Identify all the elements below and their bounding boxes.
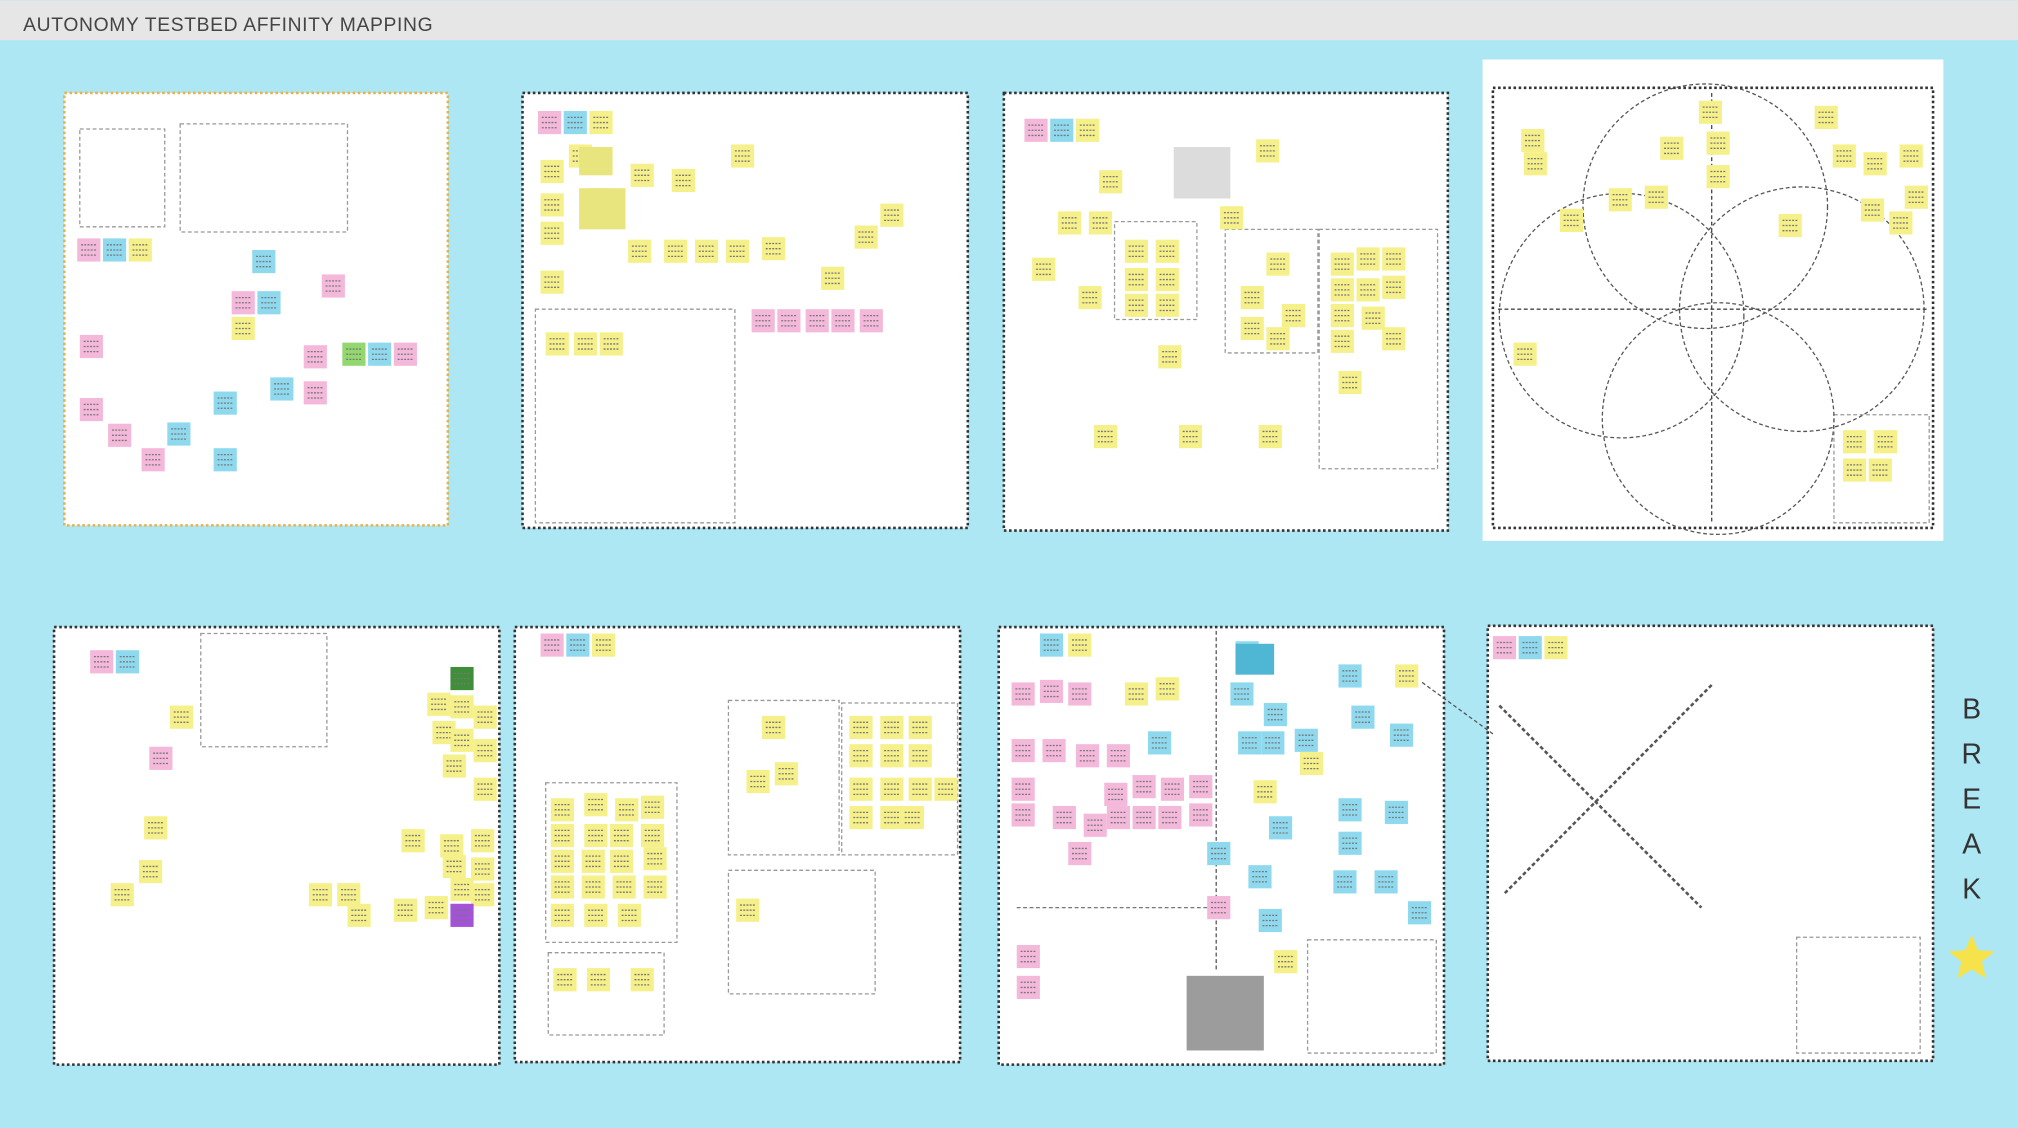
break-letter: A (1962, 828, 1981, 860)
group-box (1833, 414, 1930, 524)
break-letter: B (1962, 692, 1981, 724)
frame[interactable] (1486, 624, 1935, 1063)
group-box (841, 702, 959, 856)
venn-circle (1582, 83, 1829, 330)
sticky-notes (77, 100, 1928, 1051)
group-box (1318, 228, 1439, 470)
sticky-note[interactable] (1173, 147, 1231, 199)
group-box (1795, 936, 1921, 1054)
header-bar (0, 0, 2018, 41)
break-letter: E (1962, 783, 1981, 815)
group-box (79, 128, 166, 228)
group-box (179, 123, 349, 233)
break-letter: R (1961, 737, 1981, 769)
group-box (727, 699, 840, 856)
cross-line (1498, 704, 1703, 909)
group-box (547, 952, 665, 1036)
sticky-note[interactable] (1186, 975, 1264, 1051)
frame[interactable] (52, 625, 501, 1066)
sticky-note[interactable] (1235, 643, 1275, 675)
group-box (534, 308, 736, 524)
sticky-note[interactable] (579, 188, 626, 230)
venn-circle (1601, 302, 1835, 536)
cross-line (1502, 684, 1713, 896)
group-box (1113, 221, 1198, 321)
group-box (1224, 228, 1319, 354)
frame[interactable] (63, 91, 450, 527)
group-box (727, 869, 876, 995)
sticky-note[interactable] (579, 147, 613, 176)
group-box (200, 632, 328, 748)
frame[interactable] (513, 625, 962, 1064)
connector (1421, 681, 1494, 735)
break-letter: K (1962, 873, 1981, 905)
group-box (545, 782, 678, 944)
star[interactable] (1948, 934, 1995, 979)
frame[interactable] (1491, 86, 1935, 530)
group-box (1306, 939, 1437, 1054)
board-title: AUTONOMY TESTBED AFFINITY MAPPING (23, 15, 433, 36)
